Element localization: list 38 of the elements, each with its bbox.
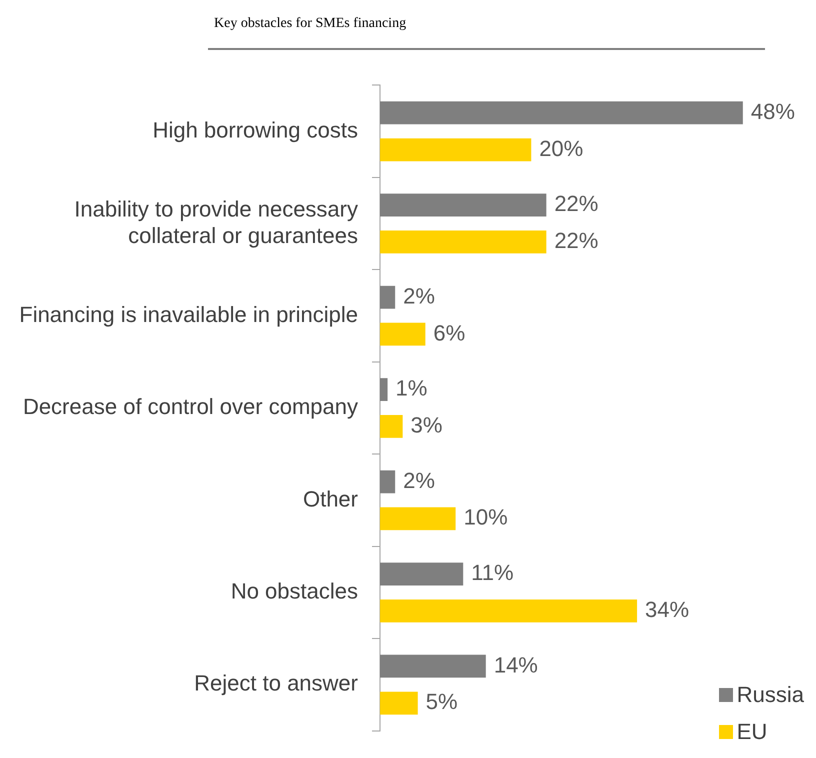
legend-label: EU xyxy=(736,718,768,744)
y-tick-label: Financing is inavailable in principle xyxy=(19,302,358,327)
data-label: 48% xyxy=(750,98,795,124)
data-label: 10% xyxy=(464,504,508,530)
data-label: 3% xyxy=(410,412,442,438)
y-tick-label: Inability to provide necessary collateral or guarantees xyxy=(74,196,358,248)
data-label: 1% xyxy=(396,376,428,401)
y-tick-label: Reject to answer xyxy=(194,670,358,696)
bar xyxy=(380,507,456,530)
bar xyxy=(380,562,464,586)
chart-title: Key obstacles for SMEs financing xyxy=(214,16,406,32)
data-label: 5% xyxy=(426,689,458,714)
bar xyxy=(380,286,396,309)
data-label: 2% xyxy=(403,468,435,493)
bar xyxy=(380,230,546,254)
bar xyxy=(380,599,638,622)
bar xyxy=(380,470,396,494)
bar xyxy=(380,378,388,401)
y-tick-label: Other xyxy=(302,486,358,512)
data-label: 11% xyxy=(471,560,514,586)
data-label: 6% xyxy=(433,320,466,346)
y-tick-label: No obstacles xyxy=(230,578,358,604)
data-label: 22% xyxy=(554,228,598,254)
bar xyxy=(380,322,426,346)
data-label: 34% xyxy=(645,596,690,622)
bar xyxy=(380,654,486,678)
y-tick-label: Decrease of control over company xyxy=(22,394,358,420)
data-label: 2% xyxy=(403,283,435,308)
bar xyxy=(380,138,532,162)
bar xyxy=(380,415,403,438)
data-label: 22% xyxy=(554,191,598,216)
y-tick-label: High borrowing costs xyxy=(152,117,358,142)
bar xyxy=(380,692,418,715)
data-label: 14% xyxy=(494,652,538,678)
bar xyxy=(380,194,546,217)
data-label: 20% xyxy=(539,136,584,161)
bar xyxy=(380,101,743,124)
legend-label: Russia xyxy=(736,682,804,708)
